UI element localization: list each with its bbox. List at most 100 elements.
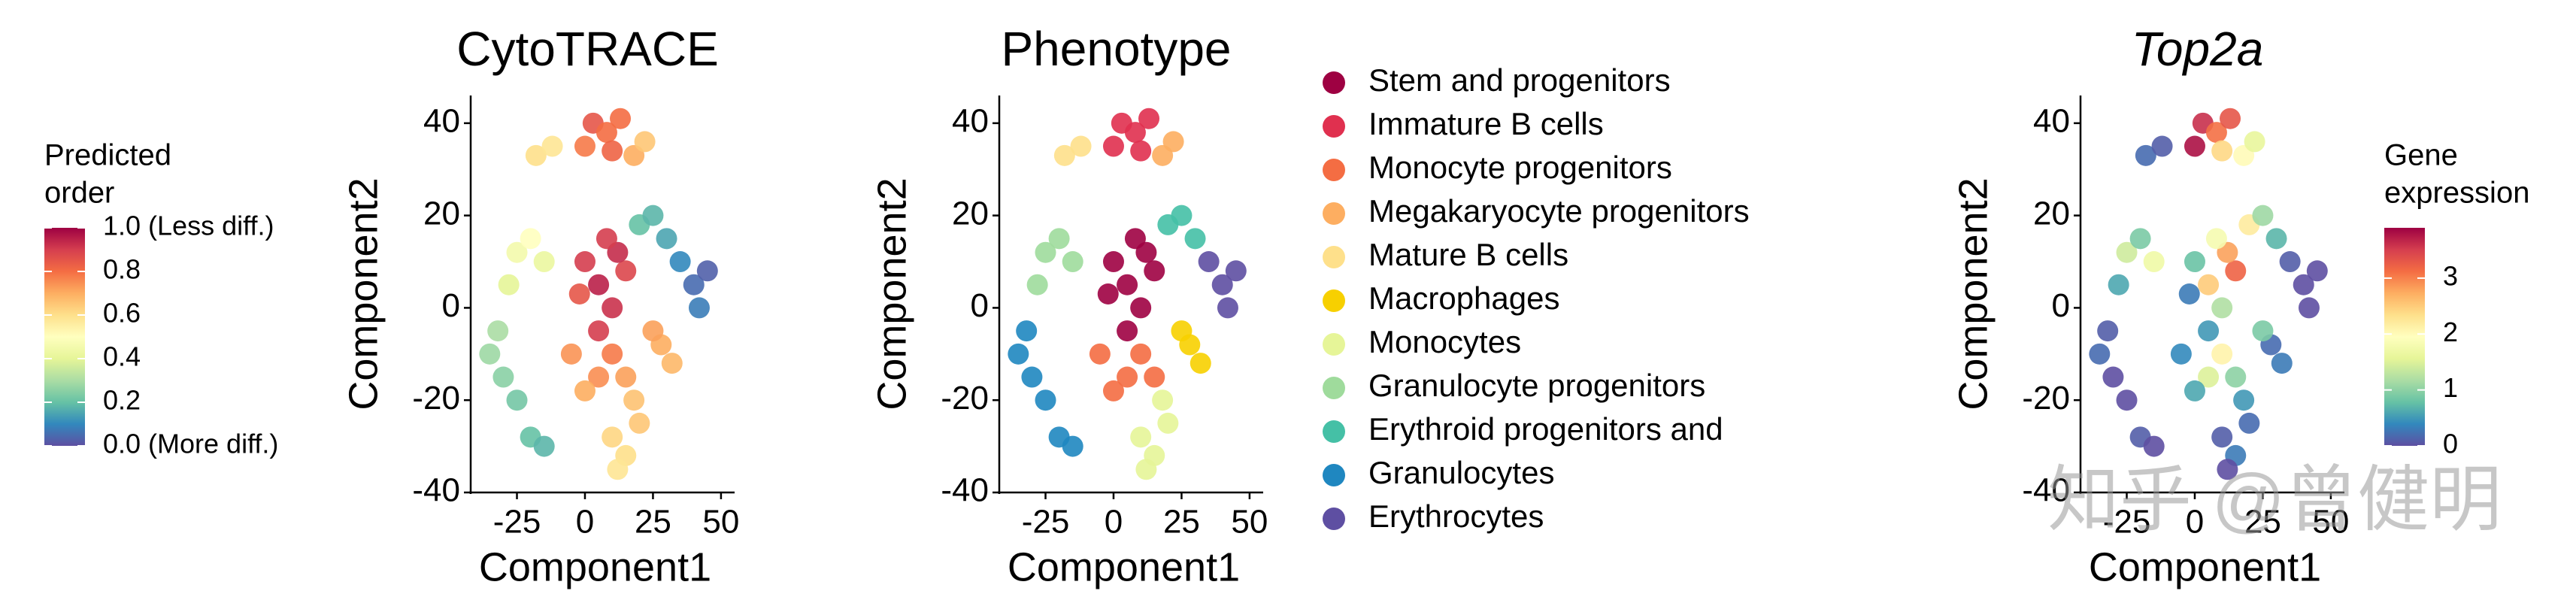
colorbar-tick-label: 0.2: [103, 385, 141, 416]
x-tick-label: -25: [1022, 504, 1070, 541]
colorbar-title: order: [44, 177, 114, 210]
y-tick-label: -20: [941, 380, 989, 417]
point: [1138, 108, 1160, 129]
legend-marker: [1323, 202, 1345, 225]
y-axis-label: Component2: [1950, 177, 1996, 410]
colorbar: [2384, 228, 2425, 446]
point: [1117, 274, 1138, 295]
point: [1026, 274, 1048, 295]
x-tick-label: -25: [2103, 504, 2151, 541]
point: [2244, 131, 2265, 153]
point: [2233, 389, 2255, 411]
legend-label: Monocyte progenitors: [1368, 150, 1672, 185]
point: [2102, 366, 2124, 388]
legend-label: Mature B cells: [1368, 237, 1568, 272]
point: [2252, 205, 2274, 226]
point: [683, 274, 705, 295]
point: [2265, 228, 2287, 250]
legend-marker: [1323, 508, 1345, 530]
x-tick-label: 50: [2312, 504, 2349, 541]
legend-marker: [1323, 377, 1345, 399]
legend-marker: [1323, 246, 1345, 268]
point: [2198, 274, 2220, 295]
legend-label: Stem and progenitors: [1368, 62, 1671, 98]
point: [2129, 228, 2151, 250]
point: [2306, 260, 2328, 282]
point: [1225, 260, 1247, 282]
y-tick-label: 40: [423, 102, 460, 139]
point: [2178, 283, 2200, 305]
point: [1062, 251, 1083, 273]
watermark: 知乎 @曾健明: [2047, 459, 2502, 540]
x-axis-label: Component1: [2089, 544, 2321, 589]
y-tick-label: 40: [952, 102, 989, 139]
point: [1089, 343, 1111, 365]
colorbar-title: Gene: [2384, 139, 2458, 172]
point: [2238, 412, 2260, 434]
point: [2116, 241, 2138, 263]
point: [602, 343, 623, 365]
point: [568, 283, 590, 305]
point: [1130, 343, 1152, 365]
x-axis-label: Component1: [1008, 544, 1240, 589]
point: [533, 435, 555, 457]
point: [602, 297, 623, 319]
y-tick-label: -40: [941, 472, 989, 509]
colorbar-tick-label: 0.6: [103, 298, 141, 329]
point: [2225, 366, 2247, 388]
legend-label: Macrophages: [1368, 280, 1559, 316]
point: [602, 140, 623, 162]
point: [2298, 297, 2320, 319]
point: [2211, 297, 2233, 319]
y-tick-label: 20: [423, 195, 460, 232]
point: [1117, 320, 1138, 342]
colorbar-tick-label: 2: [2443, 317, 2458, 347]
point: [1144, 366, 1165, 388]
y-tick-label: 0: [442, 287, 460, 324]
y-tick-label: 0: [971, 287, 989, 324]
point: [520, 228, 541, 250]
y-tick-label: -40: [412, 472, 460, 509]
point: [688, 297, 710, 319]
legend-label: Immature B cells: [1368, 106, 1604, 141]
y-axis-label: Component2: [341, 177, 386, 410]
chart-title: Top2a: [2132, 22, 2264, 76]
x-tick-label: -25: [493, 504, 541, 541]
x-tick-label: 0: [2186, 504, 2204, 541]
point: [2205, 122, 2227, 144]
legend-marker: [1323, 71, 1345, 94]
point: [610, 108, 632, 129]
point: [656, 228, 677, 250]
point: [2217, 459, 2238, 480]
legend-label: Granulocyte progenitors: [1368, 368, 1705, 403]
point: [2184, 251, 2205, 273]
y-tick-label: 40: [2033, 102, 2070, 139]
x-tick-label: 0: [1105, 504, 1123, 541]
legend-marker: [1323, 464, 1345, 486]
point: [2108, 274, 2129, 295]
point: [2279, 251, 2301, 273]
point: [2293, 274, 2314, 295]
point: [1124, 122, 1146, 144]
point: [623, 389, 645, 411]
point: [479, 343, 501, 365]
point: [1102, 135, 1124, 157]
y-tick-label: 0: [2052, 287, 2070, 324]
legend-marker: [1323, 289, 1345, 312]
point: [1130, 140, 1152, 162]
x-tick-label: 0: [576, 504, 594, 541]
point: [1171, 205, 1193, 226]
colorbar-tick-label: 0.4: [103, 341, 141, 372]
point: [2220, 108, 2241, 129]
colorbar-tick-label: 3: [2443, 260, 2458, 291]
point: [1117, 366, 1138, 388]
point: [588, 366, 610, 388]
point: [2116, 389, 2138, 411]
point: [1053, 144, 1075, 166]
point: [615, 260, 637, 282]
point: [2225, 260, 2247, 282]
point: [2184, 380, 2205, 401]
legend-marker: [1323, 159, 1345, 181]
point: [1008, 343, 1029, 365]
point: [1102, 380, 1124, 401]
